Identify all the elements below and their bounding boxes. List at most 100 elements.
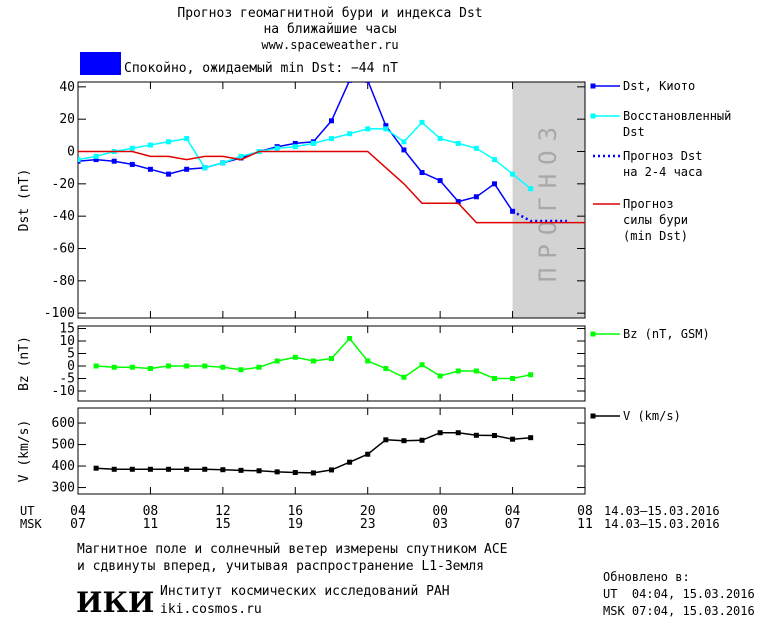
data-point [220,467,226,473]
data-point [184,136,190,142]
legend-marker [590,113,596,119]
y-tick-label: 600 [52,416,75,431]
data-point [383,366,389,371]
y-axis-label: V (km/s) [17,420,32,483]
forecast-band [512,82,585,318]
data-point [274,469,280,475]
data-point [184,363,190,369]
note: и сдвинуты вперед, учитывая распростране… [77,559,484,574]
data-point [147,142,153,148]
data-line [78,121,532,190]
data-point [455,199,461,205]
x-tick-label-msk: 23 [360,517,376,532]
data-point [292,470,298,475]
data-point [256,364,262,370]
data-point [220,364,226,370]
data-point [256,468,262,474]
y-tick-label: 15 [59,322,75,337]
x-tick-label: 12 [215,504,231,519]
data-point [274,145,280,151]
x-tick-label-msk: 07 [70,517,86,532]
data-point [528,372,534,378]
data-point [491,376,497,381]
data-point [437,373,443,379]
data-point [383,123,389,129]
data-point [347,336,353,341]
x-tick-label: 08 [143,504,159,519]
series [78,150,585,224]
data-point [147,366,153,371]
data-point [310,358,316,364]
y-tick-label: 300 [52,481,75,496]
x-tick-label-msk: 03 [432,517,448,532]
x-tick-label: 16 [287,504,303,519]
data-point [473,432,479,438]
legend-label: Dst, Киото [623,79,695,93]
legend-marker [590,83,596,89]
data-point [455,140,461,146]
data-point [491,181,497,187]
x-tick-label: 20 [360,504,376,519]
series [78,119,534,192]
x-tick-label: 04 [70,504,86,519]
data-point [347,459,353,465]
data-point [292,144,298,150]
data-point [310,470,316,476]
data-point [184,166,190,172]
data-point [419,170,425,176]
data-point [473,194,479,200]
data-point [455,368,461,374]
data-point [93,157,99,163]
y-tick-label: 0 [67,145,75,160]
data-point [329,118,334,124]
data-point [202,466,208,472]
x-tick-label: 08 [577,504,593,519]
data-point [292,140,298,146]
data-point [111,466,117,472]
y-tick-label: 20 [59,112,75,127]
data-point [365,451,371,457]
data-point [528,186,534,192]
data-point [129,364,135,370]
data-point [383,437,389,443]
data-point [184,466,190,472]
y-tick-label: 5 [67,347,75,362]
data-point [383,126,389,132]
subtitle: на ближайшие часы [263,22,396,37]
y-tick-label: 0 [67,359,75,374]
updated: Обновлено в: [603,570,690,584]
data-point [347,82,353,83]
data-point [166,139,172,145]
data-point [510,376,516,381]
y-tick-label: -60 [52,241,75,256]
url: iki.cosmos.ru [160,602,262,617]
x-tick-label-msk: 11 [143,517,159,532]
data-point [202,363,208,369]
series [93,430,534,476]
data-point [455,430,461,436]
data-point [166,363,172,369]
y-tick-label: 500 [52,438,75,453]
data-point [147,466,153,472]
plot-frame [77,81,586,319]
data-point [510,436,516,442]
data-point [365,82,371,83]
logo: ИКИ [76,586,154,619]
data-line [78,150,585,224]
legend-label: Прогноз силы бури (min Dst) [623,197,688,243]
data-point [419,362,425,368]
status-box [80,52,121,75]
data-point [147,166,153,172]
data-line [512,210,567,223]
y-axis-label: Dst (nT) [17,169,32,232]
data-point [93,363,99,369]
y-tick-label: -5 [59,372,75,387]
plot-frame [77,325,586,402]
data-point [220,160,226,166]
y-tick-label: 400 [52,459,75,474]
data-point [129,161,135,167]
ut-label: UT [20,504,34,518]
data-point [491,433,497,439]
data-point [238,467,244,473]
legend-marker [590,331,596,337]
